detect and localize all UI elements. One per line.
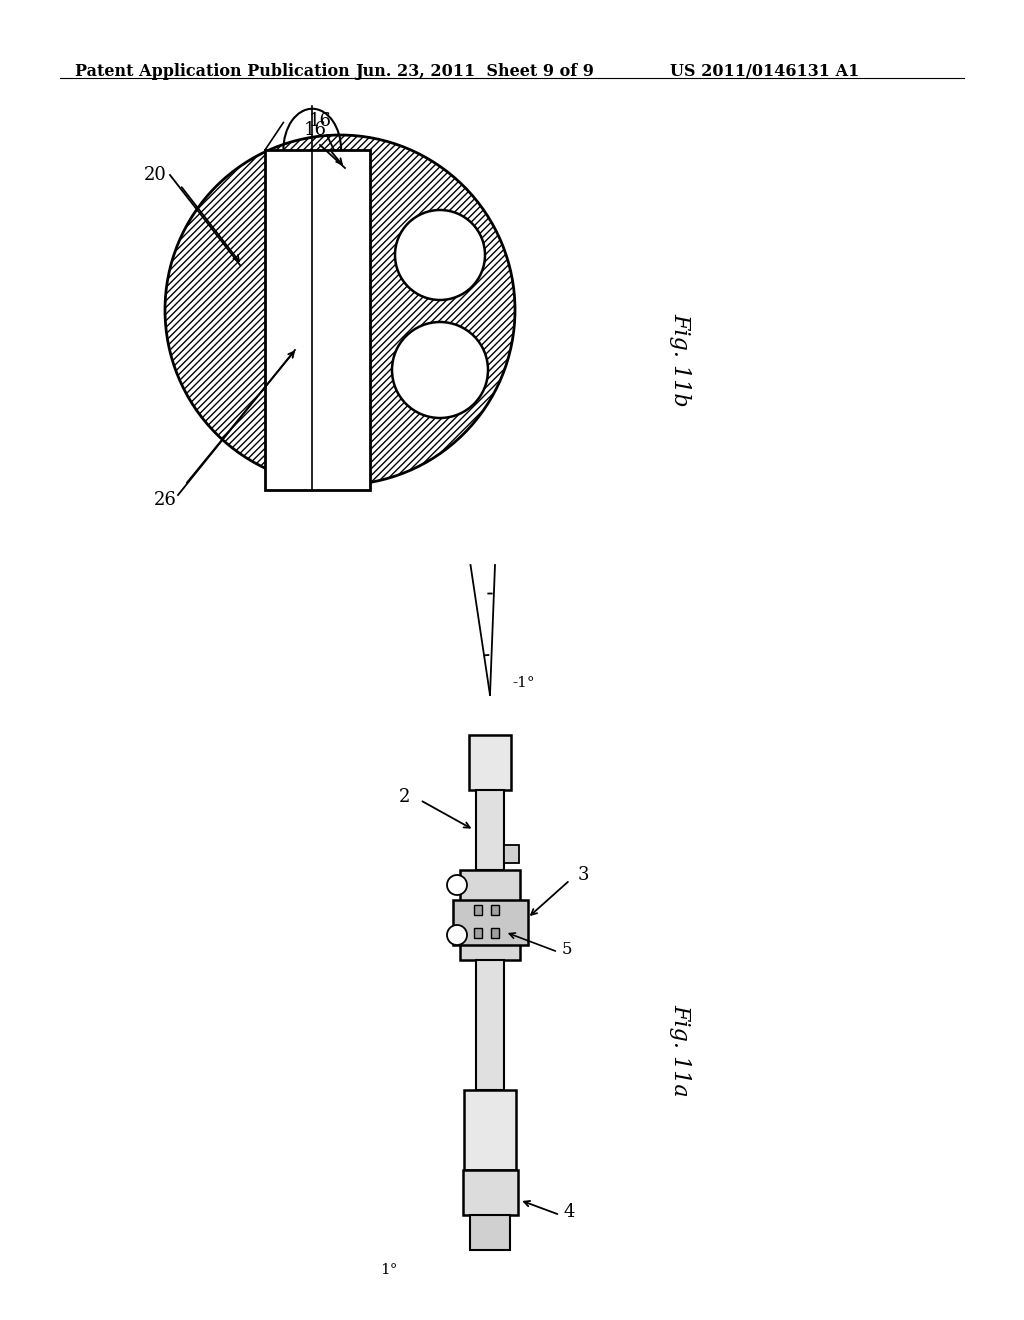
- Bar: [464, 1090, 516, 1170]
- Text: -1°: -1°: [512, 676, 535, 690]
- Circle shape: [395, 210, 485, 300]
- Bar: [460, 870, 520, 960]
- Bar: [490, 906, 499, 915]
- Text: 16: 16: [308, 112, 334, 149]
- Bar: [476, 960, 504, 1090]
- Text: 16: 16: [303, 121, 327, 139]
- Text: Patent Application Publication: Patent Application Publication: [75, 63, 350, 81]
- Circle shape: [447, 925, 467, 945]
- Circle shape: [392, 322, 488, 418]
- Circle shape: [447, 875, 467, 895]
- Bar: [474, 906, 482, 915]
- Circle shape: [165, 135, 515, 484]
- Text: Jun. 23, 2011  Sheet 9 of 9: Jun. 23, 2011 Sheet 9 of 9: [355, 63, 594, 81]
- Text: 26: 26: [154, 491, 176, 510]
- Text: US 2011/0146131 A1: US 2011/0146131 A1: [670, 63, 859, 81]
- Text: 5: 5: [562, 941, 572, 958]
- Text: Fig. 11a: Fig. 11a: [669, 1003, 691, 1097]
- Bar: [474, 928, 482, 939]
- Bar: [265, 150, 370, 490]
- Bar: [469, 735, 511, 789]
- Bar: [470, 1214, 510, 1250]
- Text: 1°: 1°: [380, 1263, 397, 1276]
- Bar: [463, 1170, 517, 1214]
- Text: 2: 2: [398, 788, 410, 807]
- Bar: [476, 789, 504, 870]
- Bar: [504, 845, 519, 863]
- Text: 20: 20: [143, 166, 167, 183]
- Bar: [490, 928, 499, 939]
- Bar: [265, 150, 370, 490]
- Bar: [265, 150, 370, 490]
- Text: 3: 3: [578, 866, 590, 884]
- Text: 4: 4: [564, 1203, 575, 1221]
- Text: Fig. 11b: Fig. 11b: [669, 313, 691, 407]
- Bar: [453, 900, 527, 945]
